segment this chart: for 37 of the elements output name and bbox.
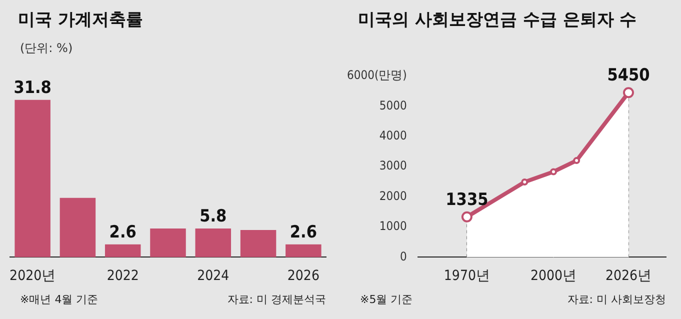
x-tick-label: 2000년 [530, 268, 577, 284]
bar [14, 100, 50, 258]
x-tick-label: 2026년 [605, 268, 652, 284]
y-tick-label: 5000 [379, 98, 408, 112]
chart-title: 미국의 사회보장연금 수급 은퇴자 수 [358, 9, 637, 31]
point [550, 168, 557, 176]
y-tick-label: 6000(만명) [346, 68, 407, 82]
data-label: 2.6 [290, 222, 317, 242]
y-tick-label: 2000 [379, 188, 408, 203]
x-tick-label: 2020년 [10, 268, 56, 284]
chart-title: 미국 가계저축률 [18, 9, 143, 31]
x-tick-label: 2022 [106, 268, 139, 284]
x-tick-label: 2024 [197, 268, 230, 284]
data-label: 5.8 [200, 206, 227, 226]
text: ※매년 4월 기준 [20, 292, 98, 307]
y-tick-label: 4000 [379, 128, 408, 143]
data-label: 5450 [607, 66, 650, 86]
bar [240, 230, 276, 258]
bar [150, 228, 186, 258]
point [521, 178, 528, 186]
y-tick-label: 3000 [379, 158, 408, 173]
x-tick-label: 1970년 [444, 268, 490, 284]
point [573, 157, 580, 164]
y-tick-label: 0 [400, 249, 408, 264]
text: ※5월 기준 [360, 292, 413, 307]
chart-subtitle: (단위: %) [20, 40, 73, 57]
bar [195, 228, 232, 258]
y-tick-label: 1000 [379, 219, 408, 234]
data-label: 2.6 [109, 222, 136, 242]
text: 자료: 미 사회보장청 [567, 292, 666, 307]
data-label: 31.8 [14, 78, 52, 98]
text: 자료: 미 경제분석국 [227, 292, 326, 307]
bar [286, 244, 322, 258]
bar [104, 244, 141, 258]
bar [60, 198, 96, 258]
x-tick-label: 2026 [287, 268, 320, 284]
data-label: 1335 [446, 190, 488, 210]
